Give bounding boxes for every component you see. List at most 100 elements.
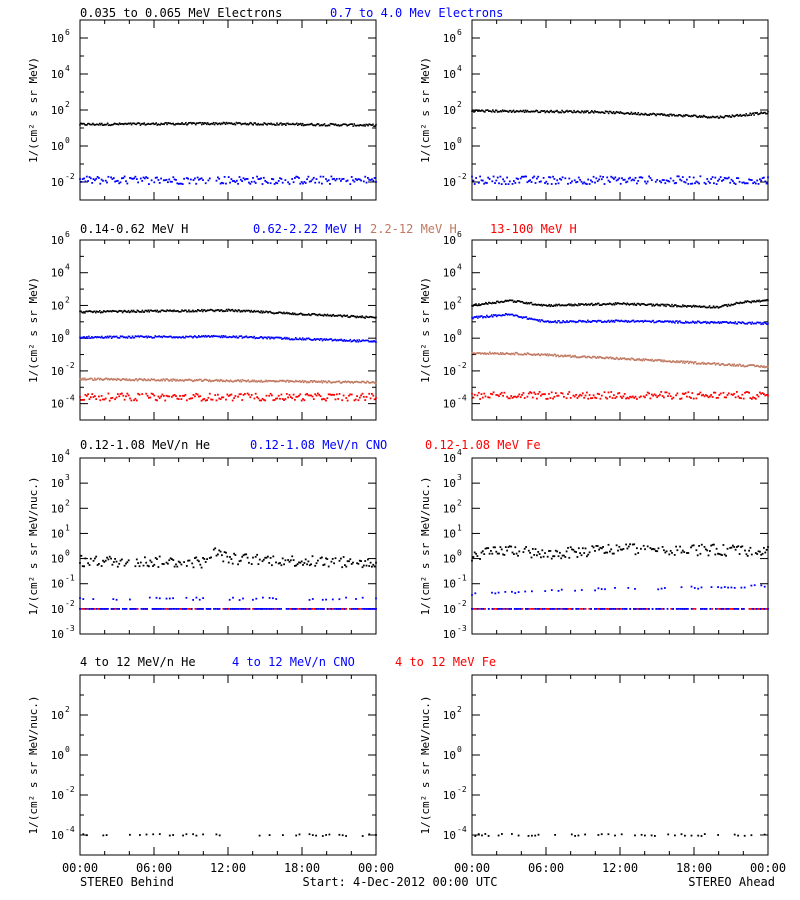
data-point: [88, 122, 90, 125]
data-point: [715, 322, 718, 324]
data-point: [182, 335, 184, 338]
data-point: [136, 122, 139, 125]
data-point: [226, 310, 229, 312]
data-point: [186, 124, 188, 126]
data-point: [187, 336, 189, 338]
data-point: [526, 109, 529, 112]
data-point: [625, 608, 628, 610]
data-point: [257, 380, 259, 382]
data-point: [595, 321, 598, 323]
data-point: [118, 395, 121, 398]
data-point: [228, 122, 231, 124]
data-point: [548, 176, 550, 178]
data-point: [504, 352, 507, 355]
data-point: [580, 320, 582, 322]
data-point: [473, 608, 475, 610]
data-point: [479, 304, 481, 307]
data-point: [670, 305, 672, 308]
data-point: [572, 111, 574, 114]
data-point: [673, 113, 675, 116]
data-point: [675, 608, 678, 610]
data-point: [584, 320, 586, 323]
data-point: [234, 181, 237, 183]
data-point: [495, 352, 497, 355]
data-point: [677, 175, 680, 178]
data-point: [732, 115, 735, 117]
data-point: [333, 124, 336, 126]
data-point: [175, 380, 177, 382]
data-point: [180, 123, 182, 125]
data-point: [368, 382, 370, 384]
data-point: [166, 309, 168, 311]
data-point: [287, 312, 289, 315]
data-point: [560, 608, 563, 610]
data-point: [199, 395, 202, 398]
data-point: [151, 608, 154, 610]
data-point: [214, 335, 217, 337]
data-point: [314, 393, 317, 396]
data-point: [517, 110, 520, 113]
data-point: [554, 110, 556, 113]
data-point: [569, 397, 572, 399]
data-point: [499, 546, 502, 548]
data-point: [513, 300, 516, 303]
data-point: [487, 176, 490, 179]
data-point: [749, 301, 751, 303]
data-point: [179, 311, 181, 313]
data-point: [148, 565, 150, 568]
data-point: [715, 608, 717, 610]
data-point: [81, 399, 84, 401]
data-point: [600, 588, 603, 590]
data-point: [178, 311, 180, 313]
data-point: [646, 304, 648, 306]
data-point: [301, 338, 303, 341]
data-point: [696, 554, 699, 557]
data-point: [104, 377, 107, 380]
data-point: [491, 180, 494, 183]
data-point: [102, 179, 104, 182]
data-point: [216, 309, 219, 311]
data-point: [488, 178, 491, 180]
data-point: [733, 115, 736, 118]
data-point: [95, 379, 97, 381]
data-point: [340, 180, 342, 182]
data-point: [488, 552, 491, 555]
data-point: [279, 337, 281, 339]
data-point: [700, 608, 702, 610]
data-point: [621, 112, 624, 114]
data-point: [265, 123, 267, 125]
data-point: [89, 310, 91, 312]
data-point: [130, 337, 133, 339]
data-point: [89, 123, 91, 126]
data-point: [473, 316, 475, 319]
data-point: [480, 304, 482, 306]
data-point: [207, 309, 210, 312]
data-point: [489, 315, 491, 318]
data-point: [299, 380, 301, 382]
data-point: [616, 302, 619, 304]
data-point: [338, 177, 341, 180]
data-point: [341, 834, 344, 837]
data-point: [203, 398, 206, 400]
data-point: [515, 608, 518, 610]
data-point: [687, 391, 690, 394]
data-point: [145, 561, 148, 564]
data-point: [589, 356, 591, 358]
data-point: [688, 176, 691, 178]
data-point: [220, 309, 223, 311]
data-point: [672, 360, 674, 362]
data-point: [728, 363, 731, 365]
data-point: [621, 608, 624, 610]
data-point: [216, 380, 219, 382]
data-point: [725, 554, 727, 557]
data-point: [142, 379, 145, 382]
data-point: [323, 123, 326, 125]
data-point: [334, 315, 337, 317]
data-point: [516, 110, 519, 112]
data-point: [82, 833, 85, 836]
data-point: [251, 311, 254, 313]
data-point: [106, 181, 108, 184]
data-point: [168, 335, 170, 338]
series-1: [79, 596, 377, 601]
data-point: [559, 304, 561, 307]
